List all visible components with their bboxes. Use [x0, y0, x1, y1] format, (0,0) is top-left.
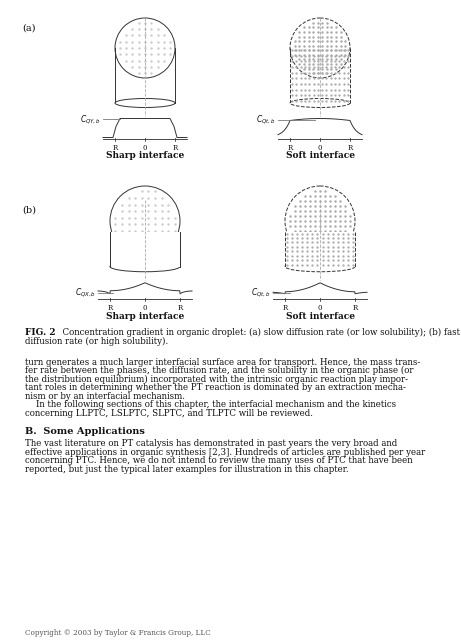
- Text: Soft interface: Soft interface: [285, 312, 355, 321]
- Text: $C_{QX,b}$: $C_{QX,b}$: [75, 286, 96, 299]
- Text: turn generates a much larger interfacial surface area for transport. Hence, the : turn generates a much larger interfacial…: [25, 358, 420, 367]
- Text: (b): (b): [22, 206, 36, 215]
- Text: Concentration gradient in organic droplet: (a) slow diffusion rate (or low solub: Concentration gradient in organic drople…: [57, 328, 460, 337]
- Text: the distribution equilibrium) incorporated with the intrinsic organic reaction p: the distribution equilibrium) incorporat…: [25, 375, 408, 384]
- Circle shape: [290, 18, 350, 78]
- Ellipse shape: [110, 261, 180, 272]
- Text: 0: 0: [318, 304, 322, 312]
- Text: fer rate between the phases, the diffusion rate, and the solubility in the organ: fer rate between the phases, the diffusi…: [25, 366, 414, 376]
- Text: $C_{Qt,b}$: $C_{Qt,b}$: [252, 286, 271, 299]
- Circle shape: [115, 18, 175, 78]
- Text: R: R: [112, 143, 118, 152]
- Text: R: R: [172, 143, 177, 152]
- Text: Sharp interface: Sharp interface: [106, 150, 184, 159]
- Text: Soft interface: Soft interface: [285, 150, 355, 159]
- Text: R: R: [287, 143, 293, 152]
- Text: Sharp interface: Sharp interface: [106, 312, 184, 321]
- Circle shape: [285, 186, 355, 256]
- Text: The vast literature on PT catalysis has demonstrated in past years the very broa: The vast literature on PT catalysis has …: [25, 439, 397, 448]
- Text: diffusion rate (or high solubility).: diffusion rate (or high solubility).: [25, 337, 168, 346]
- Text: R: R: [177, 304, 183, 312]
- Text: B.  Some Applications: B. Some Applications: [25, 428, 145, 436]
- Ellipse shape: [285, 261, 355, 272]
- Text: concerning LLPTC, LSLPTC, SLPTC, and TLPTC will be reviewed.: concerning LLPTC, LSLPTC, SLPTC, and TLP…: [25, 409, 313, 418]
- Text: R: R: [283, 304, 288, 312]
- Text: In the following sections of this chapter, the interfacial mechanism and the kin: In the following sections of this chapte…: [25, 400, 396, 409]
- Text: R: R: [107, 304, 112, 312]
- Ellipse shape: [290, 99, 350, 108]
- Ellipse shape: [115, 99, 175, 108]
- Text: $C_{Qt,b}$: $C_{Qt,b}$: [256, 113, 276, 126]
- Text: reported, but just the typical later examples for illustration in this chapter.: reported, but just the typical later exa…: [25, 465, 349, 474]
- Text: tant roles in determining whether the PT reaction is dominated by an extraction : tant roles in determining whether the PT…: [25, 383, 406, 392]
- Text: concerning PTC. Hence, we do not intend to review the many uses of PTC that have: concerning PTC. Hence, we do not intend …: [25, 456, 413, 465]
- Text: 0: 0: [318, 143, 322, 152]
- Text: Copyright © 2003 by Taylor & Francis Group, LLC: Copyright © 2003 by Taylor & Francis Gro…: [25, 629, 211, 637]
- Text: 0: 0: [143, 304, 147, 312]
- Text: R: R: [352, 304, 358, 312]
- Text: effective applications in organic synthesis [2,3]. Hundreds of articles are publ: effective applications in organic synthe…: [25, 448, 425, 457]
- Text: (a): (a): [22, 24, 35, 33]
- Polygon shape: [110, 232, 180, 266]
- Text: FIG. 2: FIG. 2: [25, 328, 56, 337]
- Text: 0: 0: [143, 143, 147, 152]
- Text: $C_{QY,b}$: $C_{QY,b}$: [80, 113, 101, 126]
- Text: nism or by an interfacial mechanism.: nism or by an interfacial mechanism.: [25, 392, 185, 401]
- Text: R: R: [348, 143, 353, 152]
- Polygon shape: [285, 232, 355, 266]
- Circle shape: [110, 186, 180, 256]
